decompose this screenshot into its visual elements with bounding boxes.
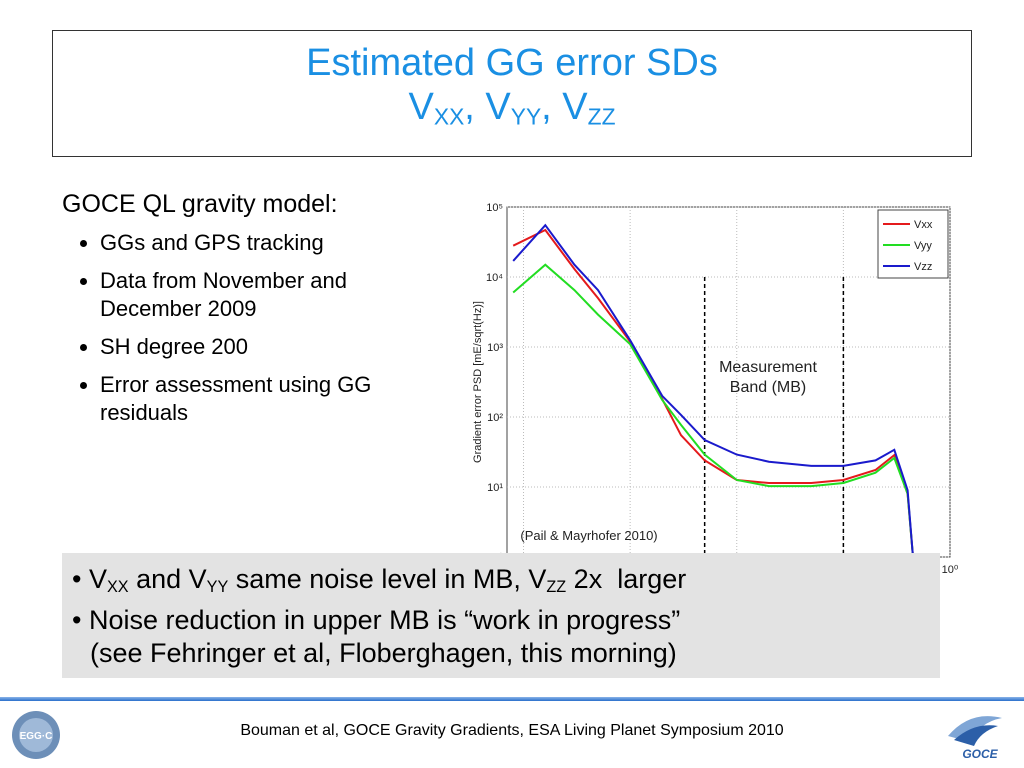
- text-part: ZZ: [546, 578, 567, 597]
- title-line: VXX, VYY, VZZ: [53, 85, 971, 139]
- text-part: V: [408, 86, 434, 128]
- logo-right: GOCE: [948, 716, 1002, 761]
- y-axis-label: Gradient error PSD [mE/sqrt(Hz)]: [472, 301, 484, 463]
- chart: 10⁰10¹10²10³10⁴10⁵10⁻⁴10⁻³10⁻²10⁻¹10⁰Fre…: [472, 202, 959, 590]
- bullet: Data from November and December 2009: [100, 267, 452, 323]
- annotation: Measurement Band (MB): [719, 359, 817, 396]
- text-part: same noise level in MB, V: [228, 564, 547, 594]
- legend-label: Vzz: [914, 261, 932, 273]
- logo-shape: [19, 718, 53, 752]
- text-part: , V: [541, 86, 588, 128]
- y-tick-label: 10⁵: [486, 202, 503, 214]
- annotation: (Pail & Mayrhofer 2010): [520, 528, 657, 543]
- text-part: XX: [433, 103, 465, 130]
- y-tick-label: 10²: [487, 412, 503, 424]
- left-text: GOCE QL gravity model: GGs and GPS track…: [62, 190, 452, 437]
- logo-left: EGG·C: [12, 711, 60, 759]
- legend-label: Vxx: [914, 219, 933, 231]
- text-part: XX: [106, 578, 129, 597]
- y-tick-label: 10¹: [487, 482, 503, 494]
- heading: GOCE QL gravity model:: [62, 190, 338, 218]
- series-line: [512, 263, 914, 558]
- title-line: Estimated GG error SDs: [306, 42, 718, 84]
- text-part: ZZ: [587, 103, 616, 130]
- summary-line: • Noise reduction in upper MB is “work i…: [72, 605, 681, 636]
- bullet: SH degree 200: [100, 333, 452, 361]
- x-tick-label: 10⁰: [942, 564, 959, 576]
- footer-rule: [0, 697, 1024, 701]
- plot-area: [506, 206, 951, 558]
- text-part: YY: [206, 578, 229, 597]
- y-tick-label: 10³: [487, 342, 503, 354]
- legend-label: Vyy: [914, 240, 932, 252]
- annotation-line: Measurement: [719, 359, 817, 376]
- text-part: , V: [464, 86, 511, 128]
- annotation-line: Band (MB): [730, 379, 806, 396]
- series-line: [512, 223, 914, 558]
- bullet: Error assessment using GG residuals: [100, 371, 452, 427]
- text-part: 2x larger: [566, 564, 687, 594]
- y-tick-label: 10⁴: [486, 272, 503, 284]
- summary-line: • VXX and VYY same noise level in MB, VZ…: [72, 563, 940, 604]
- bullet: GGs and GPS tracking: [100, 229, 452, 257]
- text-part: and V: [128, 564, 207, 594]
- logo-text: GOCE: [962, 747, 998, 761]
- summary-line: (see Fehringer et al, Floberghagen, this…: [90, 638, 677, 669]
- footer: Bouman et al, GOCE Gravity Gradients, ES…: [240, 722, 784, 739]
- bullet-list: GGs and GPS tracking Data from November a…: [62, 229, 452, 427]
- summary-box: • VXX and VYY same noise level in MB, VZ…: [62, 553, 940, 678]
- title-box: Estimated GG error SDs VXX, VYY, VZZ: [52, 30, 972, 157]
- logo-text: EGG·C: [20, 731, 53, 742]
- text-part: YY: [510, 103, 542, 130]
- text-part: • V: [72, 564, 107, 594]
- series-line: [512, 228, 914, 558]
- logo-shape: [954, 725, 998, 746]
